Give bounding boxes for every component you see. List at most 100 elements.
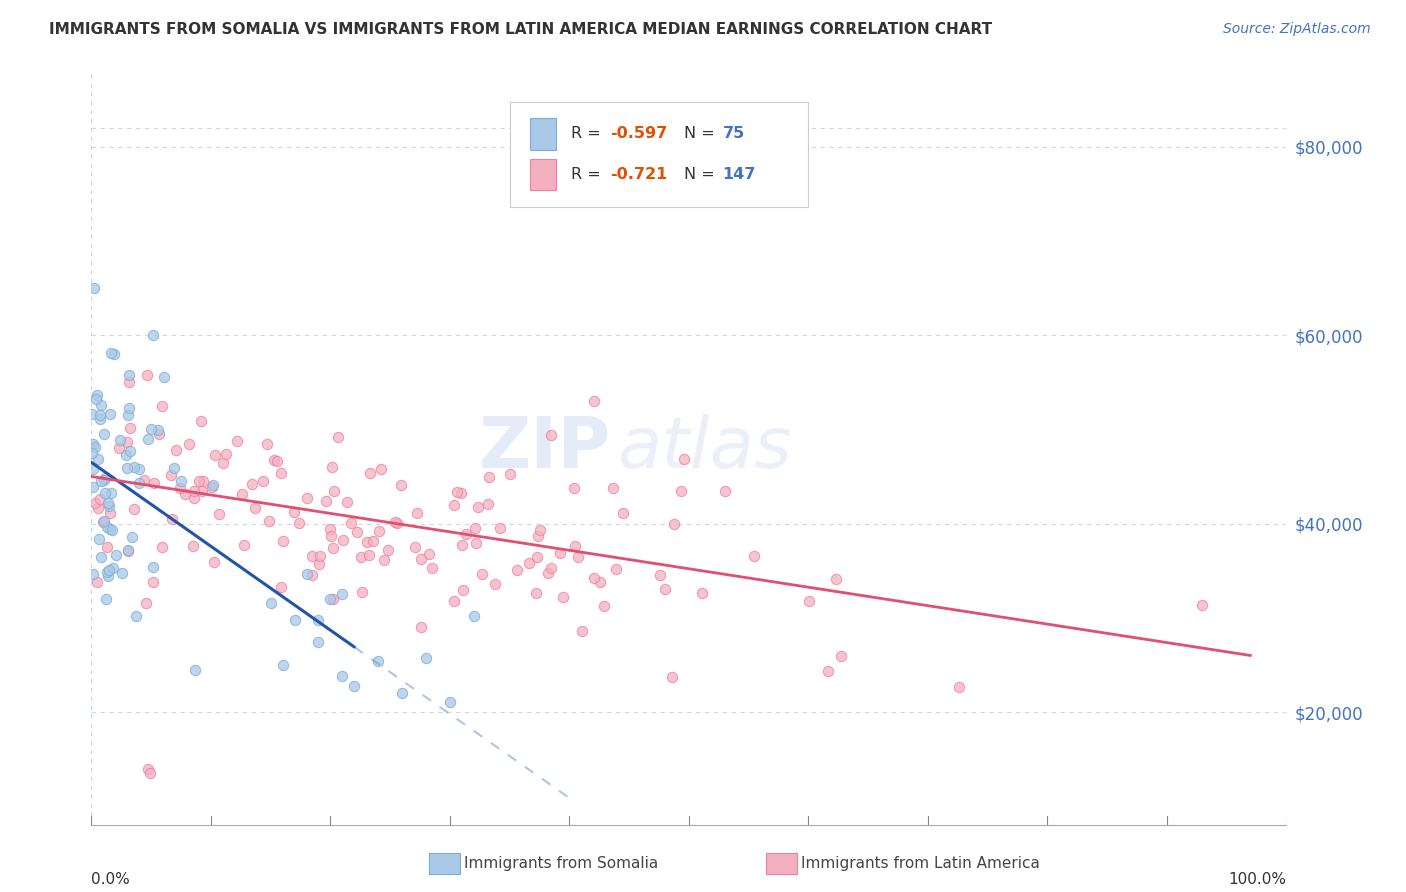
- Point: [125, 608, 148, 623]
- Point: [201, 480, 224, 494]
- Point: [128, 476, 150, 491]
- Point: [418, 547, 440, 561]
- Point: [308, 557, 330, 571]
- Point: [477, 497, 499, 511]
- Point: [104, 548, 127, 562]
- Point: [183, 491, 205, 505]
- Point: [169, 481, 191, 495]
- Text: Immigrants from Latin America: Immigrants from Latin America: [801, 856, 1040, 871]
- Point: [97, 499, 120, 513]
- Point: [352, 585, 374, 599]
- Point: [122, 459, 145, 474]
- Point: [602, 481, 624, 495]
- Point: [415, 651, 437, 665]
- Point: [101, 524, 124, 538]
- Point: [489, 520, 512, 534]
- Point: [121, 530, 143, 544]
- Point: [948, 680, 970, 694]
- Point: [384, 515, 406, 529]
- Point: [571, 624, 593, 638]
- Point: [142, 575, 165, 590]
- Point: [153, 370, 176, 384]
- Point: [266, 454, 288, 468]
- Text: 75: 75: [723, 127, 745, 142]
- Point: [136, 432, 159, 446]
- Point: [477, 470, 499, 484]
- Point: [96, 565, 118, 579]
- Point: [84, 440, 107, 454]
- Point: [361, 534, 384, 549]
- Point: [183, 663, 205, 677]
- Text: R =: R =: [571, 167, 606, 182]
- Point: [188, 474, 211, 488]
- Point: [672, 452, 695, 467]
- Point: [231, 487, 253, 501]
- Point: [332, 586, 354, 600]
- Point: [256, 437, 278, 451]
- Text: N =: N =: [685, 127, 720, 142]
- Point: [443, 498, 465, 512]
- Text: IMMIGRANTS FROM SOMALIA VS IMMIGRANTS FROM LATIN AMERICA MEDIAN EARNINGS CORRELA: IMMIGRANTS FROM SOMALIA VS IMMIGRANTS FR…: [49, 22, 993, 37]
- Point: [406, 506, 429, 520]
- Point: [141, 422, 163, 436]
- Text: Immigrants from Somalia: Immigrants from Somalia: [464, 856, 658, 871]
- Point: [93, 485, 115, 500]
- FancyBboxPatch shape: [530, 159, 557, 191]
- Point: [467, 500, 489, 515]
- Point: [582, 571, 605, 585]
- Point: [94, 591, 117, 606]
- Point: [654, 582, 676, 597]
- Point: [295, 567, 318, 582]
- Point: [179, 436, 201, 450]
- Point: [830, 649, 852, 664]
- Point: [118, 401, 141, 416]
- Text: -0.721: -0.721: [610, 167, 668, 182]
- Point: [359, 548, 381, 562]
- Point: [89, 411, 111, 425]
- Point: [190, 414, 212, 428]
- Text: atlas: atlas: [617, 414, 792, 483]
- Point: [138, 762, 160, 776]
- Point: [215, 446, 238, 460]
- Point: [319, 522, 342, 536]
- Point: [367, 524, 389, 538]
- Point: [271, 658, 294, 673]
- Point: [420, 561, 443, 575]
- Point: [367, 654, 389, 668]
- Point: [100, 486, 122, 500]
- Point: [139, 766, 162, 780]
- Point: [90, 398, 112, 412]
- Point: [146, 423, 169, 437]
- Point: [98, 407, 121, 421]
- Point: [319, 591, 342, 606]
- Point: [90, 474, 112, 488]
- Point: [108, 441, 131, 455]
- Point: [120, 444, 142, 458]
- Point: [96, 540, 118, 554]
- Point: [540, 428, 562, 442]
- Point: [370, 462, 392, 476]
- Point: [97, 562, 120, 576]
- Point: [97, 569, 120, 583]
- Text: 100.0%: 100.0%: [1229, 872, 1286, 888]
- Point: [202, 555, 225, 569]
- Point: [80, 446, 103, 460]
- Text: ZIP: ZIP: [479, 414, 612, 483]
- Point: [517, 557, 540, 571]
- Point: [117, 543, 139, 558]
- Point: [389, 478, 412, 492]
- Point: [1191, 598, 1213, 612]
- Point: [165, 443, 187, 458]
- Point: [97, 496, 120, 510]
- Point: [201, 477, 224, 491]
- Point: [332, 533, 354, 547]
- Point: [463, 609, 485, 624]
- Point: [87, 501, 110, 516]
- Point: [143, 476, 166, 491]
- Point: [612, 506, 634, 520]
- Point: [93, 514, 115, 528]
- Point: [270, 580, 292, 594]
- Point: [82, 480, 104, 494]
- Point: [87, 452, 110, 467]
- Point: [160, 467, 183, 482]
